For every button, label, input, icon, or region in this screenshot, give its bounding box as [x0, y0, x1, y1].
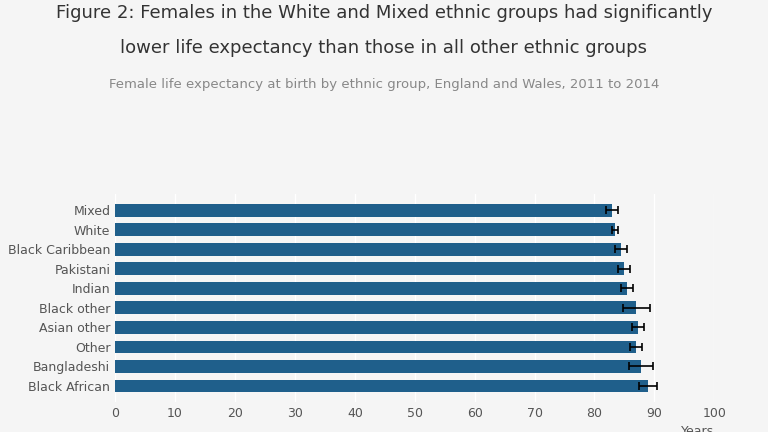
Bar: [115, 282, 627, 295]
Text: Figure 2: Females in the White and Mixed ethnic groups had significantly: Figure 2: Females in the White and Mixed…: [56, 4, 712, 22]
Bar: [115, 340, 637, 353]
Bar: [115, 302, 637, 314]
Bar: [115, 321, 637, 334]
Text: lower life expectancy than those in all other ethnic groups: lower life expectancy than those in all …: [121, 39, 647, 57]
Text: Female life expectancy at birth by ethnic group, England and Wales, 2011 to 2014: Female life expectancy at birth by ethni…: [109, 78, 659, 91]
X-axis label: Years: Years: [681, 425, 714, 432]
Bar: [115, 380, 648, 392]
Bar: [115, 262, 624, 275]
Bar: [115, 204, 612, 216]
Bar: [115, 360, 641, 373]
Bar: [115, 223, 615, 236]
Bar: [115, 243, 621, 256]
